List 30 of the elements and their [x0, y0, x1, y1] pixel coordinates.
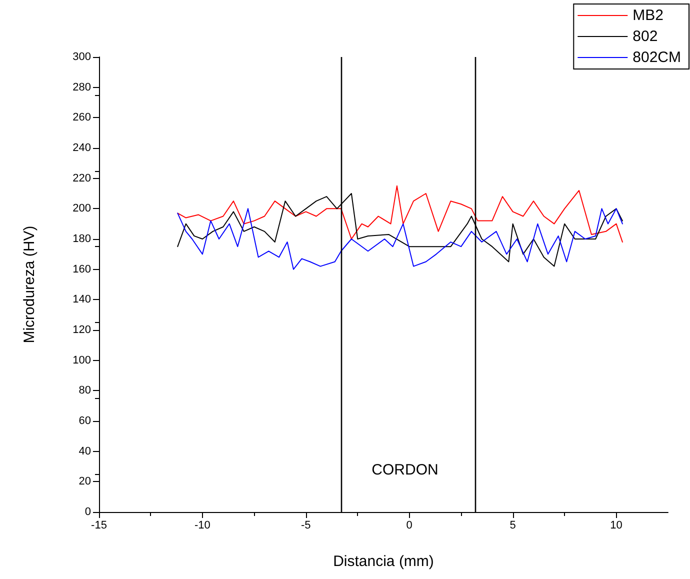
y-tick-label: 0 — [84, 506, 91, 518]
y-tick-label: 40 — [78, 445, 91, 458]
y-tick-label: 60 — [78, 415, 91, 427]
line-series — [177, 185, 623, 243]
y-tick-label: 200 — [72, 202, 91, 215]
x-tick-label: 5 — [510, 520, 516, 532]
annotation: CORDON — [372, 462, 438, 478]
legend-label: MB2 — [632, 7, 664, 24]
y-tick-label: 80 — [78, 384, 91, 397]
y-tick-label: 140 — [72, 294, 91, 306]
legend-label: 802 — [632, 28, 658, 45]
y-tick-label: 160 — [72, 263, 91, 276]
y-tick-label: 180 — [72, 233, 91, 245]
x-tick-label: -5 — [301, 520, 311, 532]
x-tick-label: -15 — [91, 520, 107, 532]
y-tick-label: 100 — [72, 354, 91, 366]
y-axis-title: Microdureza (HV) — [21, 226, 38, 344]
x-tick-label: -10 — [194, 520, 210, 532]
x-tick-label: 10 — [610, 520, 622, 532]
y-tick-label: 220 — [72, 172, 91, 184]
x-axis-title: Distancia (mm) — [333, 553, 434, 570]
line-series — [177, 208, 623, 270]
y-tick-label: 260 — [72, 112, 91, 124]
y-tick-label: 280 — [72, 81, 91, 94]
y-tick-label: 120 — [72, 324, 91, 336]
x-tick-label: 0 — [406, 520, 412, 532]
y-tick-label: 20 — [78, 476, 91, 488]
y-tick-label: 240 — [72, 142, 91, 154]
y-tick-label: 300 — [72, 51, 91, 63]
legend-label: 802CM — [632, 49, 682, 66]
